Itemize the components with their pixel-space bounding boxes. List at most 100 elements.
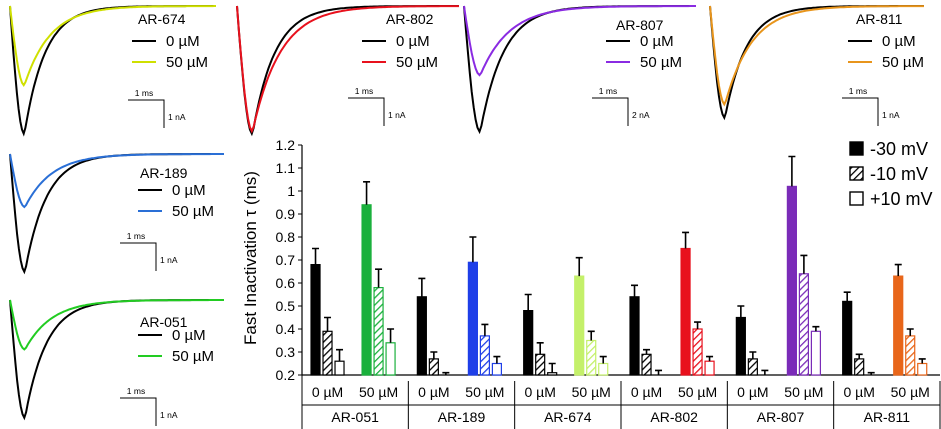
error-bar bbox=[336, 348, 344, 362]
legend-label: -30 mV bbox=[870, 139, 928, 159]
scale-bar-time: 1 ms bbox=[355, 86, 373, 96]
trace-label: AR-051 bbox=[140, 314, 188, 330]
condition-label: 50 µM bbox=[572, 384, 611, 400]
condition-label: 50 µM bbox=[359, 384, 398, 400]
error-bar bbox=[524, 293, 532, 311]
bar-zero-m30 bbox=[310, 264, 321, 376]
error-bar bbox=[761, 369, 769, 375]
bar-zero-m10 bbox=[641, 353, 652, 376]
error-bar bbox=[867, 371, 875, 375]
trace-50um bbox=[9, 5, 216, 87]
group-label: AR-189 bbox=[438, 409, 486, 425]
condition-label: 0 µM bbox=[843, 384, 874, 400]
legend-label-control: 0 µM bbox=[882, 33, 916, 50]
trace-label: AR-674 bbox=[138, 11, 186, 27]
scale-bar-current: 1 nA bbox=[388, 110, 406, 120]
condition-label: 50 µM bbox=[678, 384, 717, 400]
legend-label-control: 0 µM bbox=[396, 33, 430, 50]
scale-bar bbox=[128, 99, 165, 128]
current-traces: AR-674 0 µM 50 µM 1 ms 1 nA AR-802 0 µM 50 µM 1 … bbox=[9, 5, 924, 426]
bar-fifty-m30 bbox=[893, 275, 904, 376]
condition-label: 50 µM bbox=[465, 384, 504, 400]
bar-fifty-m30 bbox=[786, 185, 797, 376]
error-bar bbox=[800, 254, 808, 274]
y-tick-label: 0.6 bbox=[276, 275, 296, 291]
bar-fifty-p10 bbox=[598, 362, 609, 376]
scale-bar-current: 1 nA bbox=[882, 110, 900, 120]
scale-bar bbox=[348, 97, 385, 126]
error-bar bbox=[548, 362, 556, 373]
bar-fifty-m10 bbox=[798, 273, 809, 376]
bar-zero-m10 bbox=[428, 358, 439, 376]
error-bar bbox=[575, 256, 583, 277]
y-tick-label: 0.3 bbox=[276, 344, 296, 360]
bar-zero-m10 bbox=[322, 330, 333, 376]
legend-swatch bbox=[849, 191, 864, 206]
scale-bar-current: 2 nA bbox=[632, 110, 650, 120]
bar-zero-m10 bbox=[854, 358, 865, 376]
error-bar bbox=[812, 325, 820, 332]
error-bar bbox=[469, 236, 477, 263]
y-axis-label: Fast Inactivation τ (ms) bbox=[241, 171, 260, 345]
bar-zero-p10 bbox=[334, 360, 345, 376]
group-label: AR-807 bbox=[757, 409, 805, 425]
error-bar bbox=[855, 353, 863, 359]
chart-legend: -30 mV -10 mV +10 mV bbox=[849, 139, 933, 209]
bar-zero-m30 bbox=[629, 296, 640, 376]
bar-zero-m30 bbox=[842, 300, 853, 376]
trace-panel-ar-802: AR-802 0 µM 50 µM 1 ms 1 nA bbox=[236, 5, 459, 137]
error-bar bbox=[643, 348, 651, 355]
legend-label-50um: 50 µM bbox=[640, 54, 682, 71]
trace-50um bbox=[9, 153, 224, 209]
y-tick-label: 0.8 bbox=[276, 229, 296, 245]
error-bar bbox=[363, 181, 371, 205]
trace-50um bbox=[463, 5, 696, 77]
y-tick-label: 1 bbox=[287, 183, 295, 199]
trace-label: AR-807 bbox=[616, 17, 664, 33]
trace-panel-ar-674: AR-674 0 µM 50 µM 1 ms 1 nA bbox=[9, 5, 216, 137]
legend-label-50um: 50 µM bbox=[172, 203, 214, 220]
error-bar bbox=[418, 277, 426, 297]
bar-zero-m10 bbox=[535, 353, 546, 376]
condition-label: 50 µM bbox=[784, 384, 823, 400]
y-tick-label: 0.4 bbox=[276, 321, 296, 337]
error-bar bbox=[442, 371, 450, 375]
bar-fifty-m10 bbox=[905, 335, 916, 376]
bar-fifty-m30 bbox=[680, 247, 691, 376]
trace-50um bbox=[9, 299, 224, 351]
bar-fifty-m10 bbox=[692, 328, 703, 376]
bar-zero-m30 bbox=[523, 310, 534, 376]
error-bar bbox=[682, 231, 690, 249]
legend-label-control: 0 µM bbox=[166, 33, 200, 50]
error-bar bbox=[312, 247, 320, 265]
legend-label-50um: 50 µM bbox=[172, 348, 214, 365]
group-label: AR-051 bbox=[331, 409, 379, 425]
y-tick-label: 0.9 bbox=[276, 206, 296, 222]
bar-fifty-p10 bbox=[810, 330, 821, 376]
error-bar bbox=[843, 291, 851, 302]
scale-bar bbox=[842, 97, 879, 126]
group-label: AR-802 bbox=[650, 409, 698, 425]
scale-bar-current: 1 nA bbox=[160, 410, 178, 420]
error-bar bbox=[493, 355, 501, 364]
scale-bar-time: 1 ms bbox=[127, 386, 145, 396]
condition-label: 0 µM bbox=[737, 384, 768, 400]
y-tick-label: 1.1 bbox=[276, 160, 296, 176]
y-tick-label: 0.7 bbox=[276, 252, 296, 268]
legend-label: -10 mV bbox=[870, 164, 928, 184]
scale-bar bbox=[120, 397, 157, 426]
trace-50um bbox=[236, 5, 459, 134]
scale-bar-time: 1 ms bbox=[599, 86, 617, 96]
error-bar bbox=[387, 328, 395, 343]
scale-bar bbox=[120, 242, 157, 271]
bar-group-ar-802: 0 µM 50 µM AR-802 bbox=[629, 231, 728, 429]
error-bar bbox=[706, 355, 714, 362]
y-tick-label: 1.2 bbox=[276, 137, 296, 153]
error-bar bbox=[536, 342, 544, 355]
scale-bar-time: 1 ms bbox=[849, 86, 867, 96]
scale-bar-time: 1 ms bbox=[135, 88, 153, 98]
trace-label: AR-811 bbox=[856, 11, 903, 27]
bar-fifty-p10 bbox=[704, 360, 715, 376]
